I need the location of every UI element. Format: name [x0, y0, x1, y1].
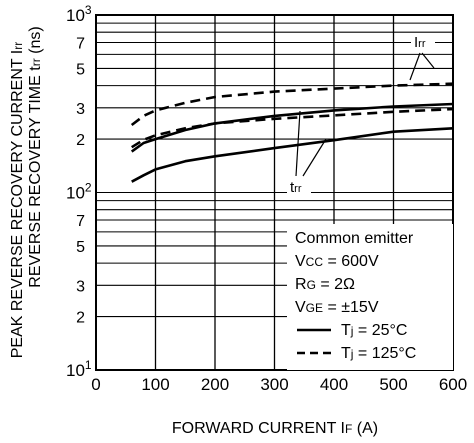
y-tick-base: 10	[66, 6, 85, 25]
y-tick-label-major: 101	[66, 358, 92, 380]
y-tick-label-minor: 7	[76, 213, 85, 230]
x-tick-label: 200	[201, 375, 229, 394]
legend-entry-label: Tj = 25°C	[341, 322, 407, 339]
irr-label-leader	[409, 52, 421, 81]
x-axis-title-symbol: I	[341, 420, 345, 437]
legend-condition-value: = 600V	[323, 253, 379, 270]
legend-condition: VCC = 600V	[295, 253, 379, 270]
y-tick-base: 10	[66, 184, 85, 203]
legend-condition: RG = 2Ω	[295, 276, 355, 293]
legend-condition-symbol: V	[295, 299, 306, 316]
y-tick-label-minor: 5	[76, 61, 85, 78]
irr-label-background	[411, 33, 435, 51]
trr-label-symbol: t	[290, 179, 295, 196]
legend-condition-symbol: V	[295, 253, 306, 270]
y-tick-label-major: 102	[66, 181, 92, 203]
y-axis-title-line1-text: PEAK REVERSE RECOVERY CURRENT	[9, 54, 26, 358]
y-tick-exponent: 3	[85, 3, 92, 17]
trr-label-leader	[295, 110, 301, 177]
y-tick-exponent: 2	[85, 181, 92, 195]
trr-label-background	[287, 178, 311, 196]
legend-condition-value: = ±15V	[323, 299, 379, 316]
legend-condition-value: = 2Ω	[316, 276, 355, 293]
y-tick-label-minor: 3	[76, 101, 85, 118]
legend-condition-subscript: GE	[306, 301, 323, 315]
legend-entry-symbol: T	[341, 345, 351, 362]
trr-label-subscript: rr	[294, 183, 302, 195]
legend-condition-subscript: G	[307, 278, 316, 292]
series-layer	[130, 82, 454, 183]
y-axis-title-line2-symbol: t	[27, 66, 44, 71]
x-tick-label: 0	[91, 375, 100, 394]
legend-entry-subscript: j	[350, 324, 354, 338]
y-axis-title-line1-subscript: rr	[11, 42, 25, 50]
legend-condition-symbol: R	[295, 276, 307, 293]
x-tick-label: 100	[141, 375, 169, 394]
y-tick-label-minor: 2	[76, 310, 85, 327]
legend-entry-label: Tj = 125°C	[341, 345, 416, 362]
y-axis-title-line2-text: REVERSE RECOVERY TIME	[27, 71, 44, 288]
y-axis-title-line2: REVERSE RECOVERY TIME trr (ns)	[27, 26, 44, 287]
x-tick-label: 400	[320, 375, 348, 394]
y-tick-label-minor: 7	[76, 35, 85, 52]
legend-entry-subscript: j	[350, 347, 354, 361]
irr-label-symbol: I	[414, 34, 418, 51]
x-tick-label: 500	[379, 375, 407, 394]
y-tick-label-minor: 5	[76, 239, 85, 256]
series-line-trr-125	[131, 107, 454, 149]
y-axis-title-line2-subscript: rr	[29, 58, 43, 66]
axis-titles: FORWARD CURRENT IF (A)PEAK REVERSE RECOV…	[9, 26, 378, 437]
legend-condition-subscript: CC	[306, 255, 324, 269]
legend-entry-value: = 25°C	[353, 322, 407, 339]
y-tick-base: 10	[66, 361, 85, 380]
trr-label: trr	[290, 179, 302, 196]
legend-box	[287, 224, 453, 370]
y-tick-label-major: 103	[66, 3, 92, 25]
y-tick-label-minor: 2	[76, 132, 85, 149]
y-tick-exponent: 1	[85, 358, 92, 372]
x-axis-title: FORWARD CURRENT IF (A)	[172, 420, 378, 437]
series-line-trr-25	[131, 127, 454, 183]
x-axis-title-text: FORWARD CURRENT	[172, 420, 341, 437]
series-line-irr-125	[130, 82, 454, 127]
x-axis-title-subscript: F	[345, 422, 352, 436]
plot-frame	[95, 14, 454, 371]
x-tick-label: 600	[439, 375, 467, 394]
y-tick-label-minor: 3	[76, 278, 85, 295]
y-axis-title-line2-unit: (ns)	[27, 26, 44, 58]
irr-label: Irr	[414, 34, 426, 51]
y-axis-title-line1-symbol: I	[9, 50, 26, 54]
trr-label-leader	[302, 138, 327, 177]
y-axis-title-line1: PEAK REVERSE RECOVERY CURRENT Irr	[9, 42, 26, 359]
x-tick-label: 300	[260, 375, 288, 394]
x-axis-title-unit: (A)	[352, 420, 378, 437]
legend-condition: VGE = ±15V	[295, 299, 379, 316]
irr-label-leader	[421, 52, 435, 69]
legend-entry-symbol: T	[341, 322, 351, 339]
irr-label-subscript: rr	[418, 38, 426, 50]
legend-heading: Common emitter	[295, 230, 414, 247]
legend-entry-value: = 125°C	[353, 345, 416, 362]
